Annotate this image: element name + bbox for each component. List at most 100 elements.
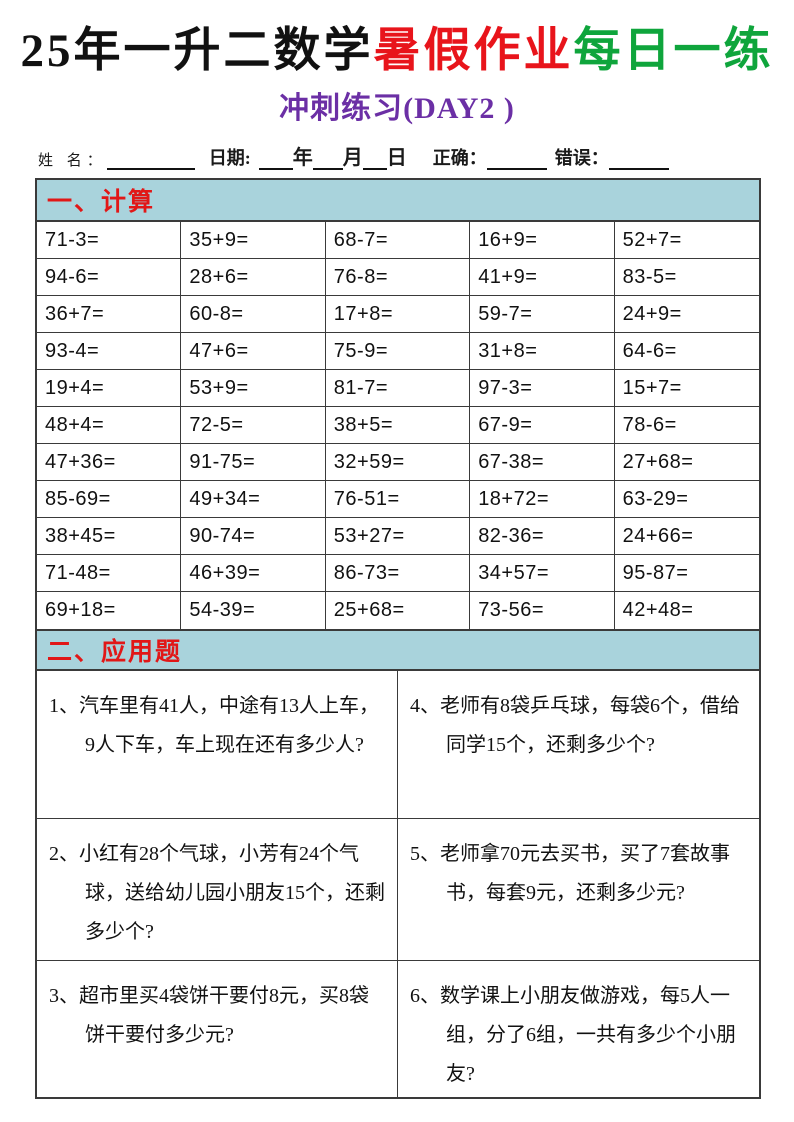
calc-cell: 76-51= bbox=[325, 481, 471, 518]
calc-cell: 86-73= bbox=[325, 555, 471, 592]
wrong-blank-line bbox=[608, 152, 669, 171]
calc-cell: 17+8= bbox=[325, 296, 471, 333]
name-label: 姓 名： bbox=[38, 153, 107, 170]
calc-cell: 25+68= bbox=[326, 592, 471, 629]
info-bar: 姓 名： 日期: 年 月 日 正确： 错误： bbox=[38, 144, 758, 171]
calc-cell: 48+4= bbox=[37, 407, 182, 444]
word-problem-left-1: 1、汽车里有41人，中途有13人上车，9人下车，车上现在还有多少人? bbox=[37, 671, 398, 819]
word-problem-number: 2、 bbox=[49, 843, 79, 865]
month-blank-line bbox=[312, 152, 343, 171]
calc-cell: 24+66= bbox=[614, 518, 759, 555]
calc-cell: 15+7= bbox=[614, 370, 759, 407]
title-green-segment: 每日一练 bbox=[573, 25, 774, 77]
calc-cell: 41+9= bbox=[470, 259, 615, 296]
word-problem-number: 4、 bbox=[410, 695, 440, 717]
section-2-header: 二、应用题 bbox=[37, 629, 759, 671]
page-subtitle: 冲刺练习(DAY2 ) bbox=[279, 92, 515, 126]
word-problem-number: 5、 bbox=[410, 843, 440, 865]
calc-cell: 68-7= bbox=[325, 222, 471, 259]
calc-cell: 47+36= bbox=[37, 444, 182, 481]
calc-cell: 60-8= bbox=[181, 296, 326, 333]
calc-cell: 34+57= bbox=[470, 555, 615, 592]
calc-cell: 32+59= bbox=[325, 444, 471, 481]
title-red-segment: 暑假作业 bbox=[373, 25, 574, 77]
word-problem-body: 汽车里有41人，中途有13人上车，9人下车，车上现在还有多少人? bbox=[79, 695, 379, 756]
calc-cell: 94-6= bbox=[37, 259, 182, 296]
calc-cell: 52+7= bbox=[614, 222, 759, 259]
word-problem-right-3: 6、数学课上小朋友做游戏，每5人一组，分了6组，一共有多少个小朋友? bbox=[398, 961, 759, 1097]
word-problem-text: 3、超市里买4袋饼干要付8元，买8袋饼干要付多少元? bbox=[49, 977, 387, 1055]
word-problem-left-2: 2、小红有28个气球，小芳有24个气球，送给幼儿园小朋友15个，还剩多少个? bbox=[37, 819, 398, 961]
calc-cell: 54-39= bbox=[181, 592, 326, 629]
calc-cell: 78-6= bbox=[614, 407, 759, 444]
calc-cell: 83-5= bbox=[614, 259, 759, 296]
calc-cell: 28+6= bbox=[181, 259, 326, 296]
calc-cell: 91-75= bbox=[181, 444, 326, 481]
calc-cell: 47+6= bbox=[181, 333, 326, 370]
calc-cell: 85-69= bbox=[37, 481, 182, 518]
calc-cell: 59-7= bbox=[470, 296, 615, 333]
calc-cell: 38+45= bbox=[37, 518, 182, 555]
section-1-header: 一、计算 bbox=[37, 180, 759, 222]
calc-cell: 69+18= bbox=[37, 592, 182, 629]
calc-cell: 81-7= bbox=[325, 370, 471, 407]
word-problem-right-1: 4、老师有8袋乒乓球，每袋6个，借给同学15个，还剩多少个? bbox=[398, 671, 759, 819]
calc-cell: 36+7= bbox=[37, 296, 182, 333]
wrong-label: 错误： bbox=[554, 148, 609, 169]
word-problem-left-3: 3、超市里买4袋饼干要付8元，买8袋饼干要付多少元? bbox=[37, 961, 398, 1097]
calc-cell: 67-38= bbox=[470, 444, 615, 481]
day-blank-line bbox=[362, 152, 387, 171]
calc-cell: 38+5= bbox=[325, 407, 471, 444]
year-label: 年 bbox=[292, 147, 313, 170]
word-problem-body: 老师拿70元去买书，买了7套故事书，每套9元，还剩多少元? bbox=[440, 843, 730, 904]
worksheet-body: 一、计算 71-3= 35+9= 68-7= 16+9= 52+7= 94-6= 28+6=… bbox=[35, 178, 761, 1099]
calc-cell: 71-3= bbox=[37, 222, 182, 259]
page-title: 25年一升二数学暑假作业每日一练 bbox=[0, 24, 794, 78]
word-problem-body: 超市里买4袋饼干要付8元，买8袋饼干要付多少元? bbox=[79, 985, 369, 1046]
title-black-segment: 25年一升二数学 bbox=[20, 25, 374, 77]
calc-cell: 64-6= bbox=[614, 333, 759, 370]
calc-cell: 63-29= bbox=[614, 481, 759, 518]
word-problem-text: 5、老师拿70元去买书，买了7套故事书，每套9元，还剩多少元? bbox=[410, 835, 749, 913]
year-blank-line bbox=[258, 152, 293, 171]
calc-cell: 53+9= bbox=[181, 370, 326, 407]
calc-grid: 71-3= 35+9= 68-7= 16+9= 52+7= 94-6= 28+6= 76-8=… bbox=[37, 222, 759, 629]
calc-cell: 18+72= bbox=[470, 481, 615, 518]
word-problem-text: 6、数学课上小朋友做游戏，每5人一组，分了6组，一共有多少个小朋友? bbox=[410, 977, 749, 1094]
correct-label: 正确： bbox=[432, 148, 487, 169]
word-problem-right-2: 5、老师拿70元去买书，买了7套故事书，每套9元，还剩多少元? bbox=[398, 819, 759, 961]
calc-cell: 27+68= bbox=[614, 444, 759, 481]
word-problem-text: 2、小红有28个气球，小芳有24个气球，送给幼儿园小朋友15个，还剩多少个? bbox=[49, 835, 387, 952]
calc-cell: 75-9= bbox=[325, 333, 471, 370]
word-problem-number: 6、 bbox=[410, 985, 440, 1007]
day-label: 日 bbox=[386, 147, 407, 170]
calc-cell: 19+4= bbox=[37, 370, 182, 407]
name-blank-line bbox=[106, 152, 195, 171]
calc-cell: 73-56= bbox=[470, 592, 615, 629]
calc-cell: 76-8= bbox=[325, 259, 471, 296]
calc-cell: 82-36= bbox=[470, 518, 615, 555]
calc-cell: 16+9= bbox=[470, 222, 615, 259]
calc-cell: 72-5= bbox=[181, 407, 326, 444]
word-problem-body: 小红有28个气球，小芳有24个气球，送给幼儿园小朋友15个，还剩多少个? bbox=[79, 843, 385, 943]
word-problem-number: 3、 bbox=[49, 985, 79, 1007]
calc-cell: 53+27= bbox=[325, 518, 471, 555]
calc-cell: 24+9= bbox=[614, 296, 759, 333]
word-problem-body: 数学课上小朋友做游戏，每5人一组，分了6组，一共有多少个小朋友? bbox=[440, 985, 736, 1085]
calc-cell: 71-48= bbox=[37, 555, 182, 592]
month-label: 月 bbox=[342, 147, 363, 170]
calc-cell: 46+39= bbox=[181, 555, 326, 592]
correct-blank-line bbox=[486, 152, 547, 171]
calc-cell: 35+9= bbox=[181, 222, 326, 259]
calc-cell: 90-74= bbox=[181, 518, 326, 555]
word-problem-text: 1、汽车里有41人，中途有13人上车，9人下车，车上现在还有多少人? bbox=[49, 687, 387, 765]
word-problem-text: 4、老师有8袋乒乓球，每袋6个，借给同学15个，还剩多少个? bbox=[410, 687, 749, 765]
word-problem-number: 1、 bbox=[49, 695, 79, 717]
calc-cell: 95-87= bbox=[614, 555, 759, 592]
calc-cell: 67-9= bbox=[470, 407, 615, 444]
calc-cell: 31+8= bbox=[470, 333, 615, 370]
calc-cell: 93-4= bbox=[37, 333, 182, 370]
word-problems-grid: 1、汽车里有41人，中途有13人上车，9人下车，车上现在还有多少人? 4、老师有8… bbox=[37, 671, 759, 1097]
calc-cell: 42+48= bbox=[622, 599, 694, 621]
